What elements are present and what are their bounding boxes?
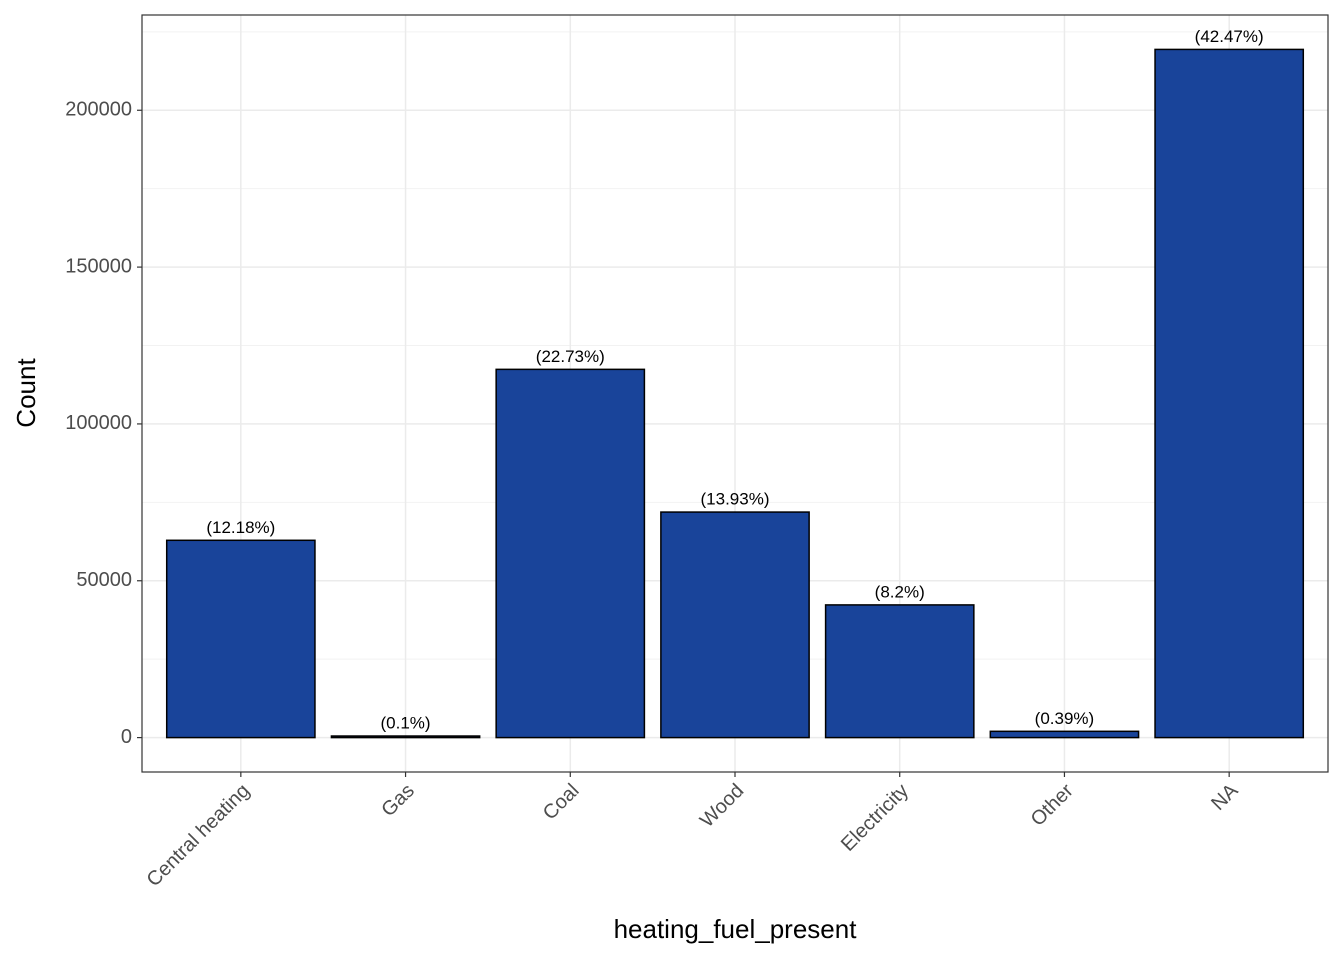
bar [660, 511, 810, 739]
bar [824, 604, 975, 739]
x-tick-label: Coal [539, 780, 584, 825]
bar [1154, 48, 1305, 739]
bar-label: (0.1%) [381, 714, 431, 733]
bar-label: (0.39%) [1035, 709, 1095, 728]
x-tick-label: Wood [696, 780, 748, 832]
bar [989, 730, 1140, 739]
panel-border [141, 14, 1329, 773]
y-tick-label: 50000 [76, 569, 132, 591]
y-tick-label: 200000 [65, 99, 132, 121]
y-tick-label: 0 [121, 726, 132, 748]
bar [495, 368, 646, 739]
bar-label: (22.73%) [536, 347, 605, 366]
bar-label: (13.93%) [701, 490, 770, 509]
bar-label: (42.47%) [1195, 27, 1264, 46]
bar [165, 539, 316, 739]
bar-label: (12.18%) [206, 518, 275, 537]
y-tick-label: 150000 [65, 255, 132, 277]
x-tick-label: Gas [377, 780, 418, 821]
x-tick-label: NA [1207, 779, 1243, 815]
y-tick-label: 100000 [65, 412, 132, 434]
bar-label: (8.2%) [875, 582, 925, 601]
bar [330, 735, 481, 739]
x-axis-title: heating_fuel_present [614, 914, 858, 944]
x-tick-label: Other [1027, 779, 1078, 830]
x-tick-label: Central heating [143, 780, 254, 891]
y-axis-title: Count [11, 358, 41, 428]
x-tick-label: Electricity [837, 780, 913, 856]
